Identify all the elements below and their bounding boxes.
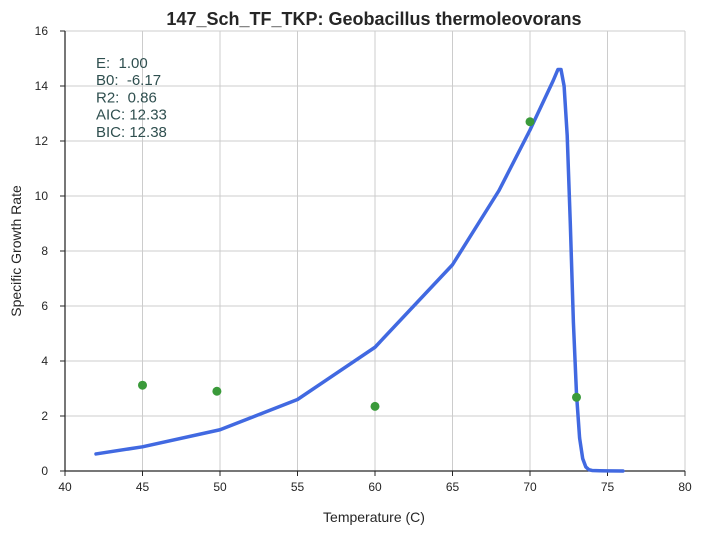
data-point	[572, 392, 581, 402]
y-tick-label: 16	[35, 24, 49, 38]
y-tick-label: 10	[35, 189, 49, 203]
fit-curve-group	[94, 67, 625, 473]
x-tick-label: 50	[213, 480, 227, 494]
x-tick-label: 40	[58, 480, 72, 494]
y-tick-label: 6	[41, 299, 48, 313]
x-tick-label: 60	[368, 480, 382, 494]
data-points	[138, 117, 581, 411]
y-tick-label: 8	[41, 244, 48, 258]
y-tick-label: 4	[41, 354, 48, 368]
x-tick-label: 75	[601, 480, 615, 494]
y-tick-label: 2	[41, 409, 48, 423]
data-point	[370, 401, 380, 411]
y-tick-label: 0	[41, 464, 48, 478]
fit-stat-line: AIC: 12.33	[96, 107, 167, 124]
x-tick-label: 65	[446, 480, 460, 494]
y-tick-label: 12	[35, 134, 49, 148]
tick-labels: 40 45 50 55 60 65 70 75 80 0 2 4 6 8 10 12 14 16	[35, 24, 692, 494]
x-tick-label: 45	[136, 480, 150, 494]
chart-title: 147_Sch_TF_TKP: Geobacillus thermoleovor…	[166, 9, 581, 29]
fit-stat-line: E: 1.00	[96, 55, 148, 72]
x-tick-label: 70	[523, 480, 537, 494]
y-axis-label: Specific Growth Rate	[8, 185, 24, 317]
data-point	[525, 117, 535, 127]
x-tick-label: 55	[291, 480, 305, 494]
fit-stat-line: B0: -6.17	[96, 72, 161, 89]
fit-curve	[94, 67, 625, 473]
data-point	[212, 386, 222, 396]
fit-stat-line: BIC: 12.38	[96, 124, 167, 141]
fit-stat-line: R2: 0.86	[96, 89, 157, 106]
x-axis-label: Temperature (C)	[323, 509, 425, 525]
x-tick-label: 80	[678, 480, 692, 494]
grid	[65, 30, 686, 471]
axes	[60, 30, 686, 476]
data-point	[138, 380, 147, 390]
y-tick-label: 14	[35, 79, 49, 93]
